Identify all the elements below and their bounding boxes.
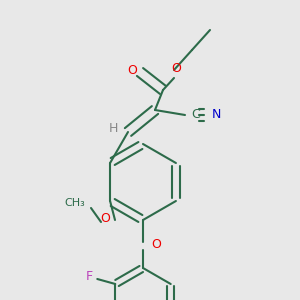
Text: O: O [100,212,110,226]
Text: H: H [108,122,118,134]
Text: F: F [86,271,93,284]
Text: O: O [151,238,161,250]
Text: O: O [127,64,137,76]
Text: O: O [171,62,181,76]
Text: CH₃: CH₃ [64,198,85,208]
Text: C: C [191,109,200,122]
Text: N: N [212,109,221,122]
